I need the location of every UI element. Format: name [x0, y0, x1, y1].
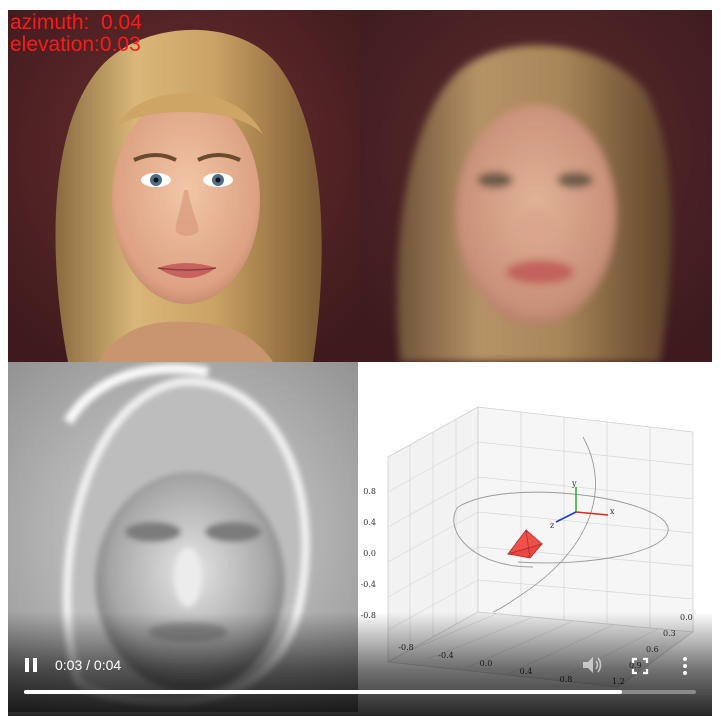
volume-icon[interactable]: [582, 655, 604, 675]
progress-fill: [24, 690, 623, 694]
pause-icon[interactable]: [23, 657, 41, 675]
more-options-icon[interactable]: [680, 656, 690, 676]
source-photo: azimuth: 0.04 elevation:0.03: [8, 10, 360, 362]
z-tick-0: 0.8: [363, 487, 376, 496]
reconstruction-image: [360, 10, 712, 362]
z-tick-1: 0.4: [363, 518, 376, 527]
camera-frustum: [506, 529, 544, 559]
z-tick-3: -0.4: [361, 580, 376, 589]
video-controls: 0:03 / 0:04: [8, 612, 712, 716]
elevation-readout: elevation:0.03: [10, 33, 141, 56]
progress-bar[interactable]: [24, 690, 696, 694]
fullscreen-icon[interactable]: [631, 657, 649, 675]
time-display: 0:03 / 0:04: [55, 657, 122, 673]
axis-label-y: y: [571, 479, 577, 488]
axis-label-x: x: [610, 507, 615, 516]
axis-label-z: z: [550, 521, 554, 530]
azimuth-readout: azimuth: 0.04: [10, 11, 142, 34]
z-tick-2: 0.0: [363, 549, 376, 558]
